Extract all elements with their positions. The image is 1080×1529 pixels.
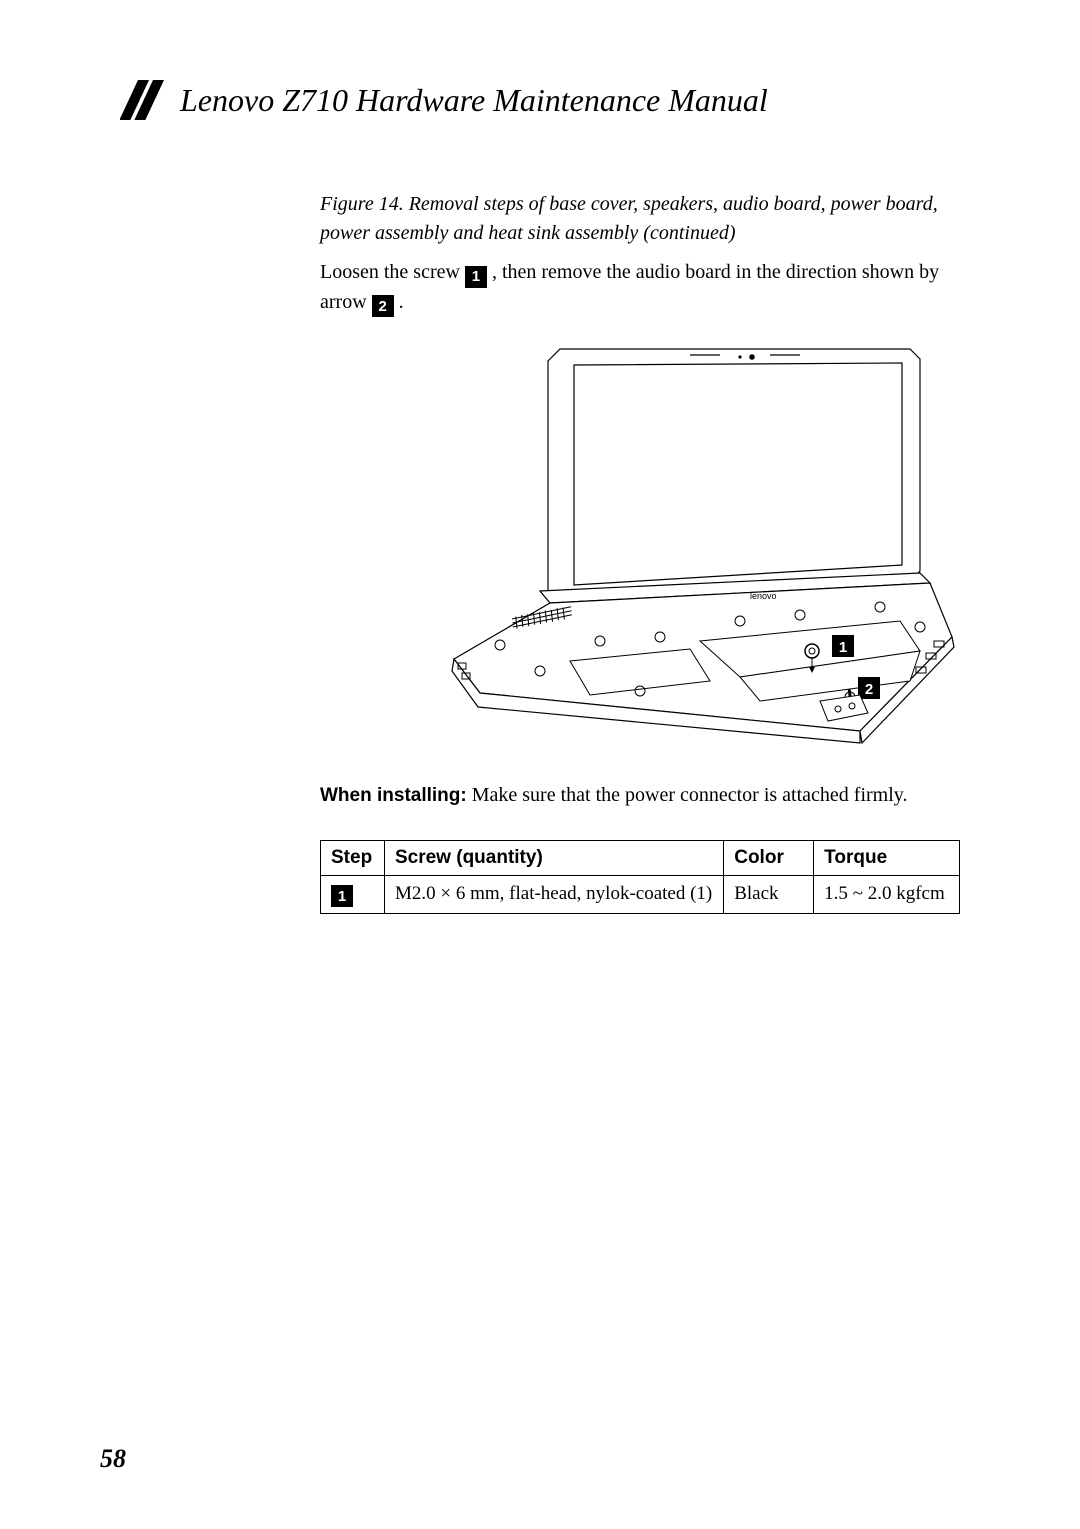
th-screw: Screw (quantity)	[384, 840, 723, 875]
document-title: Lenovo Z710 Hardware Maintenance Manual	[180, 82, 768, 119]
brand-stripes-icon	[120, 80, 166, 120]
th-color: Color	[724, 840, 814, 875]
table-header-row: Step Screw (quantity) Color Torque	[321, 840, 960, 875]
table-row: 1 M2.0 × 6 mm, flat-head, nylok-coated (…	[321, 875, 960, 914]
instruction-text: Loosen the screw 1 , then remove the aud…	[320, 258, 960, 317]
step-chip-2: 2	[372, 295, 394, 317]
step-chip-1: 1	[465, 266, 487, 288]
page-header: Lenovo Z710 Hardware Maintenance Manual	[120, 80, 960, 120]
td-torque: 1.5 ~ 2.0 kgfcm	[814, 875, 960, 914]
instruction-pre: Loosen the screw	[320, 261, 465, 283]
instruction-post: .	[399, 291, 404, 313]
figure-caption: Figure 14. Removal steps of base cover, …	[320, 190, 960, 248]
svg-text:1: 1	[839, 639, 847, 656]
content-block: Figure 14. Removal steps of base cover, …	[320, 190, 960, 914]
laptop-diagram: lenovo 1 2	[440, 341, 960, 751]
th-step: Step	[321, 840, 385, 875]
step-chip-row: 1	[331, 885, 353, 907]
td-color: Black	[724, 875, 814, 914]
page-number: 58	[100, 1444, 126, 1474]
page: Lenovo Z710 Hardware Maintenance Manual …	[0, 0, 1080, 1529]
brand-text: lenovo	[750, 591, 777, 601]
th-torque: Torque	[814, 840, 960, 875]
svg-text:2: 2	[865, 681, 873, 698]
install-note-text: Make sure that the power connector is at…	[467, 784, 908, 806]
install-note: When installing: Make sure that the powe…	[320, 781, 960, 810]
td-screw: M2.0 × 6 mm, flat-head, nylok-coated (1)	[384, 875, 723, 914]
screw-table: Step Screw (quantity) Color Torque 1 M2.…	[320, 840, 960, 915]
td-step: 1	[321, 875, 385, 914]
install-note-label: When installing:	[320, 785, 467, 806]
